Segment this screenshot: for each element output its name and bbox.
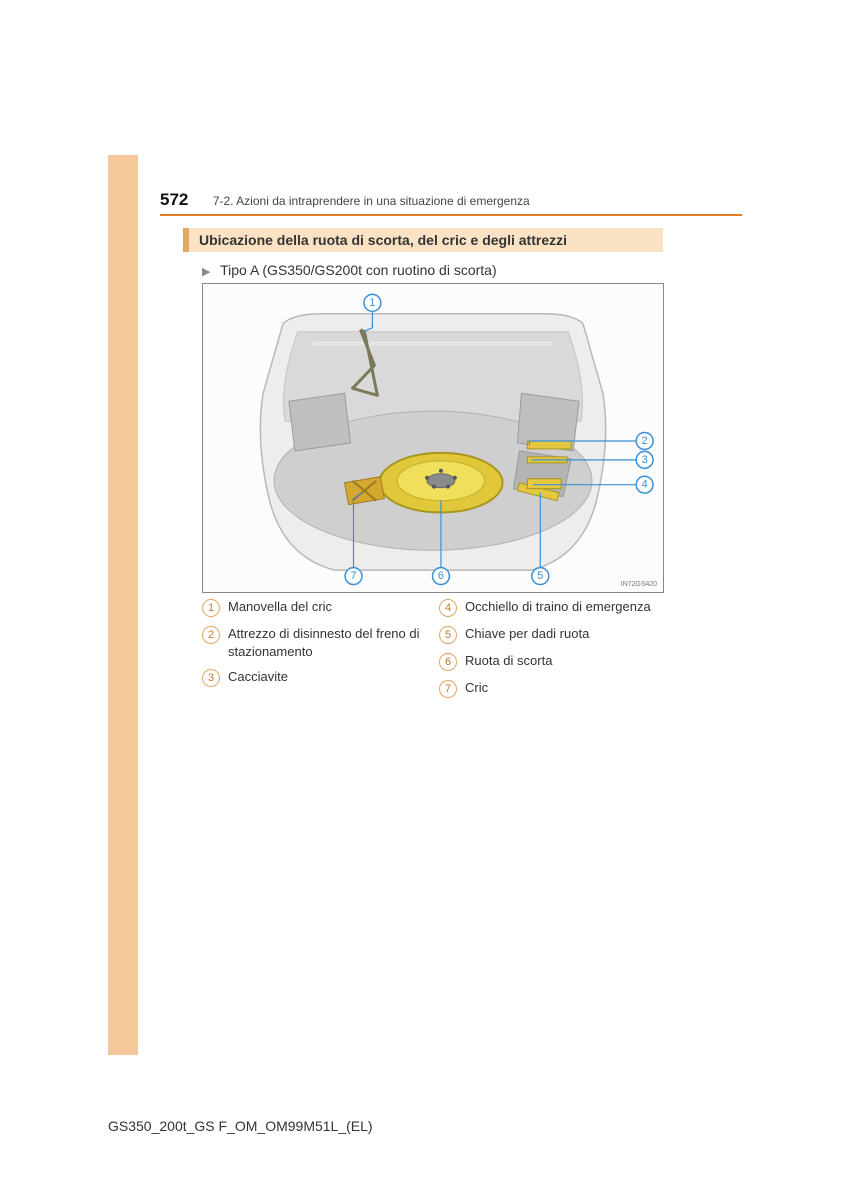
callout-num-3: 3 [642, 454, 648, 466]
type-line: ▶ Tipo A (GS350/GS200t con ruotino di sc… [202, 262, 497, 278]
page-header: 572 7-2. Azioni da intraprendere in una … [160, 190, 742, 210]
legend-num: 4 [439, 599, 457, 617]
side-tab [108, 155, 138, 1055]
spare-tire-hub [427, 474, 455, 488]
legend-item: 2 Attrezzo di disinnesto del freno di sta… [202, 625, 427, 660]
section-label: 7-2. Azioni da intraprendere in una situ… [213, 194, 530, 208]
legend-item: 6 Ruota di scorta [439, 652, 664, 671]
legend-item: 4 Occhiello di traino di emergenza [439, 598, 664, 617]
lug-1 [425, 476, 429, 480]
legend-num: 3 [202, 669, 220, 687]
type-text: Tipo A (GS350/GS200t con ruotino di scor… [220, 262, 497, 278]
legend-text: Attrezzo di disinnesto del freno di staz… [228, 625, 427, 660]
triangle-icon: ▶ [202, 266, 210, 278]
legend-text: Cric [465, 679, 664, 697]
legend-num: 7 [439, 680, 457, 698]
legend-col-right: 4 Occhiello di traino di emergenza 5 Chiave… [439, 598, 664, 706]
legend-num: 5 [439, 626, 457, 644]
legend-item: 5 Chiave per dadi ruota [439, 625, 664, 644]
lug-4 [432, 485, 436, 489]
callout-num-6: 6 [438, 570, 444, 582]
legend: 1 Manovella del cric 2 Attrezzo di disinnes… [202, 598, 664, 706]
callout-num-4: 4 [642, 479, 648, 491]
legend-num: 6 [439, 653, 457, 671]
legend-text: Ruota di scorta [465, 652, 664, 670]
deck-line [313, 342, 553, 346]
callout-num-5: 5 [537, 570, 543, 582]
legend-text: Manovella del cric [228, 598, 427, 616]
legend-text: Chiave per dadi ruota [465, 625, 664, 643]
lug-3 [439, 469, 443, 473]
legend-text: Occhiello di traino di emergenza [465, 598, 664, 616]
diagram-id-label: IN72GS420 [621, 581, 657, 588]
legend-num: 1 [202, 599, 220, 617]
lug-2 [453, 476, 457, 480]
section-title-bar: Ubicazione della ruota di scorta, del cr… [183, 228, 663, 252]
header-rule [160, 214, 742, 216]
left-bin [289, 393, 351, 451]
lug-5 [446, 485, 450, 489]
callout-num-1: 1 [369, 297, 375, 309]
tool-eyelet [527, 479, 561, 489]
callout-num-2: 2 [642, 435, 648, 447]
legend-col-left: 1 Manovella del cric 2 Attrezzo di disinnes… [202, 598, 427, 706]
page-number: 572 [160, 190, 188, 210]
section-title: Ubicazione della ruota di scorta, del cr… [199, 232, 653, 248]
legend-text: Cacciavite [228, 668, 427, 686]
legend-item: 3 Cacciavite [202, 668, 427, 687]
legend-num: 2 [202, 626, 220, 644]
legend-item: 7 Cric [439, 679, 664, 698]
callout-num-7: 7 [350, 570, 356, 582]
footer-code: GS350_200t_GS F_OM_OM99M51L_(EL) [108, 1118, 373, 1134]
trunk-diagram: 1 2 3 4 5 6 7 IN72GS420 [202, 283, 664, 593]
legend-item: 1 Manovella del cric [202, 598, 427, 617]
tool-brake [527, 441, 571, 449]
